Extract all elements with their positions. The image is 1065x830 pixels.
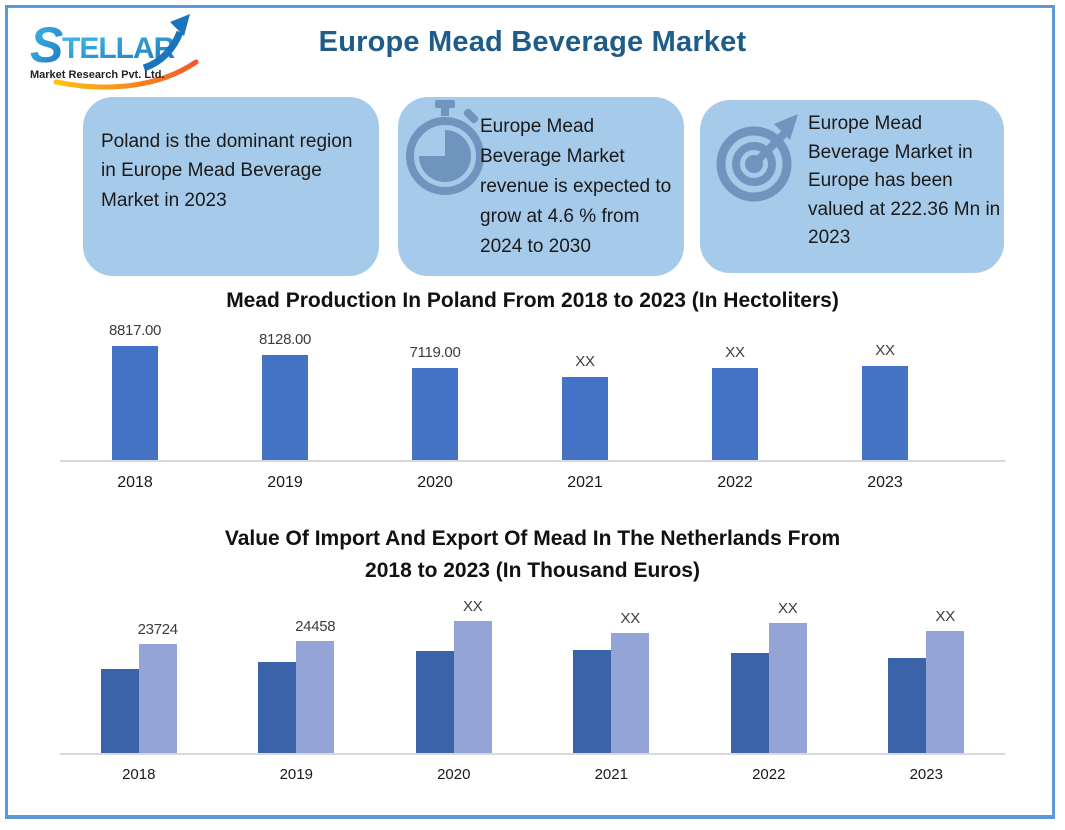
logo-swoosh — [53, 59, 199, 90]
bar-pair-2022 — [730, 622, 807, 753]
page-title: Europe Mead Beverage Market — [318, 26, 747, 58]
bar-column-2021: XX — [510, 353, 660, 460]
import-bar-2018 — [100, 668, 139, 753]
x-axis-label-2023: 2023 — [867, 474, 903, 491]
production-bar-2021 — [562, 377, 608, 460]
highlight-card-market-value: Europe Mead Beverage Market in Europe ha… — [700, 100, 1004, 273]
x-axis-label-2019: 2019 — [279, 766, 313, 783]
production-chart-bars: 8817.00 8128.00 7119.00 XX XX XX — [60, 316, 960, 460]
stopwatch-icon — [406, 100, 484, 195]
bar-column-2023: XX — [810, 342, 960, 460]
bar-pair-2018 — [100, 644, 177, 753]
bar-group-2020: XX — [375, 598, 533, 753]
x-axis-label-2018: 2018 — [117, 474, 153, 491]
bar-value-label: 8817.00 — [108, 322, 162, 339]
bar-value-label: XX — [778, 599, 798, 617]
bar-value-label: XX — [725, 343, 745, 361]
x-axis-label-2020: 2020 — [437, 766, 471, 783]
x-axis-label-2022: 2022 — [717, 474, 753, 491]
bar-group-2018: 23724 — [60, 621, 218, 753]
import-bar-2020 — [415, 650, 454, 753]
x-axis-label-2021: 2021 — [594, 766, 628, 783]
production-chart-title: Mead Production In Poland From 2018 to 2… — [226, 289, 839, 312]
production-chart-plot: 8817.00 8128.00 7119.00 XX XX XX — [60, 316, 1005, 462]
bar-group-2023: XX — [848, 608, 1006, 753]
x-axis-label-2023: 2023 — [909, 766, 943, 783]
logo-brand-initial: S — [30, 17, 63, 73]
bar-group-2022: XX — [690, 600, 848, 753]
x-axis-label-2019: 2019 — [267, 474, 303, 491]
bar-pair-2021 — [573, 632, 650, 753]
bar-value-label: XX — [575, 353, 595, 371]
highlight-card-dominant-region: Poland is the dominant region in Europe … — [83, 97, 379, 276]
x-axis-label-2021: 2021 — [567, 474, 603, 491]
x-axis-label-2022: 2022 — [752, 766, 786, 783]
export-bar-2021 — [611, 632, 650, 753]
export-bar-2022 — [768, 622, 807, 753]
production-chart-categories: 2018 2019 2020 2021 2022 2023 — [60, 474, 960, 492]
bar-group-2021: XX — [533, 610, 691, 753]
bar-value-label: 7119.00 — [409, 344, 461, 361]
highlight-card-text: Europe Mead Beverage Market in Europe ha… — [808, 113, 1001, 248]
import-bar-2022 — [730, 652, 769, 753]
x-axis-label-2020: 2020 — [417, 474, 453, 491]
bar-column-2019: 8128.00 — [210, 331, 360, 460]
bar-value-label: XX — [875, 342, 895, 360]
target-arrow-icon — [716, 114, 798, 202]
bar-column-2018: 8817.00 — [60, 322, 210, 460]
bar-value-label: XX — [620, 609, 641, 627]
bar-column-2020: 7119.00 — [360, 344, 510, 460]
production-bar-2022 — [712, 367, 758, 460]
bar-value-label: 24458 — [295, 617, 336, 635]
bar-value-label: 8128.00 — [258, 330, 312, 348]
trade-chart-categories: 2018 2019 2020 2021 2022 2023 — [60, 766, 1005, 783]
bar-value-label: XX — [935, 607, 956, 625]
stellar-logo: S TELLAR Market Research Pvt. Ltd. — [30, 14, 199, 90]
trade-chart-bars: 23724 24458 XX XX XX XX — [60, 597, 1005, 753]
bar-value-label: XX — [463, 597, 483, 615]
trade-chart-plot: 23724 24458 XX XX XX XX — [60, 597, 1005, 755]
highlight-card-text: Europe Mead Beverage Market revenue is e… — [480, 116, 672, 258]
production-bar-2020 — [412, 368, 458, 460]
trade-chart-title-line2: 2018 to 2023 (In Thousand Euros) — [365, 559, 700, 582]
export-bar-2023 — [926, 630, 965, 753]
import-bar-2019 — [258, 662, 297, 753]
logo-arrow-icon — [142, 30, 184, 72]
bar-group-2019: 24458 — [218, 618, 376, 753]
production-bar-2023 — [862, 366, 908, 460]
import-bar-2023 — [888, 657, 927, 753]
production-bar-2019 — [262, 354, 308, 460]
trade-chart-title-line1: Value Of Import And Export Of Mead In Th… — [224, 527, 841, 550]
production-bar-2018 — [112, 346, 158, 460]
logo-tagline: Market Research Pvt. Ltd. — [30, 69, 165, 81]
logo-arrowhead-icon — [170, 14, 190, 36]
highlight-card-text: Poland is the dominant region in Europe … — [101, 131, 353, 211]
import-bar-2021 — [573, 649, 612, 753]
highlight-card-growth-rate: Europe Mead Beverage Market revenue is e… — [398, 97, 684, 276]
bar-pair-2019 — [258, 640, 335, 753]
export-bar-2019 — [296, 640, 335, 753]
export-bar-2020 — [453, 620, 492, 753]
bar-column-2022: XX — [660, 344, 810, 460]
export-bar-2018 — [138, 644, 177, 753]
bar-pair-2020 — [415, 620, 492, 753]
x-axis-label-2018: 2018 — [122, 766, 156, 783]
outer-border-frame — [5, 5, 1055, 819]
bar-value-label: 23724 — [137, 621, 179, 638]
bar-pair-2023 — [888, 630, 965, 753]
